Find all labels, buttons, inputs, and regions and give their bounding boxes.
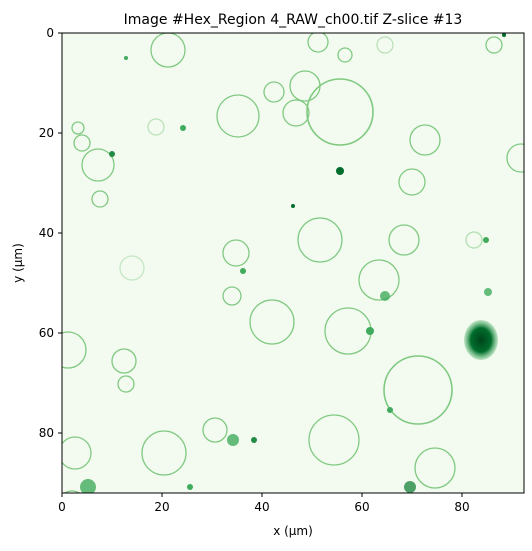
axes-frame — [61, 32, 525, 494]
x-tick-label: 80 — [454, 500, 469, 514]
y-tick-label: 20 — [39, 126, 54, 140]
cell-outlines — [62, 33, 524, 493]
y-axis-label: y (μm) — [11, 243, 25, 283]
y-axis: 0 20 40 60 80 y (μm) — [11, 26, 62, 440]
x-tick-label: 20 — [154, 500, 169, 514]
bright-spots — [80, 33, 506, 493]
figure-title: Image #Hex_Region 4_RAW_ch00.tif Z-slice… — [124, 12, 463, 28]
microscopy-image — [61, 32, 525, 494]
x-axis: 0 20 40 60 80 x (μm) — [58, 493, 470, 538]
y-tick-label: 40 — [39, 226, 54, 240]
x-tick-label: 40 — [254, 500, 269, 514]
x-tick-label: 0 — [58, 500, 66, 514]
x-axis-label: x (μm) — [273, 524, 313, 538]
image-background — [62, 33, 524, 493]
x-tick-label: 60 — [354, 500, 369, 514]
y-tick-label: 60 — [39, 326, 54, 340]
y-tick-label: 0 — [46, 26, 54, 40]
y-tick-label: 80 — [39, 426, 54, 440]
